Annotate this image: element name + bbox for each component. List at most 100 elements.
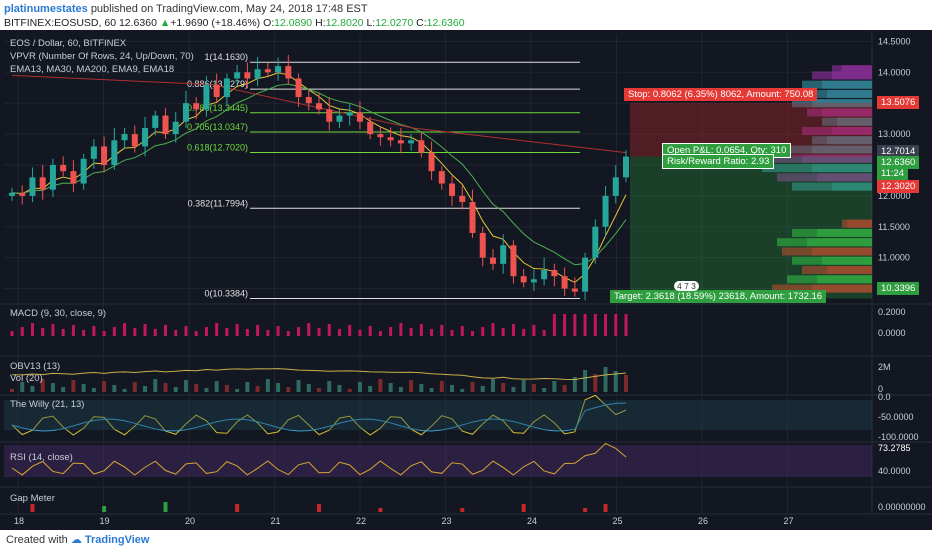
macd-bar bbox=[266, 330, 270, 336]
fib-label: 0.886(13.7279) bbox=[187, 79, 248, 89]
macd-bar bbox=[92, 326, 96, 336]
candle bbox=[80, 158, 87, 184]
badge-ma: 12.7014 bbox=[877, 145, 920, 158]
macd-bar bbox=[143, 324, 147, 336]
macd-bar bbox=[430, 329, 434, 336]
rsi-line bbox=[11, 442, 627, 476]
volume-bar bbox=[265, 379, 270, 392]
gap-bar bbox=[603, 504, 608, 512]
symbol: BITFINEX:EOSUSD, 60 bbox=[4, 17, 117, 29]
willy-line bbox=[11, 394, 627, 436]
volume-profile-bar-inner bbox=[812, 145, 872, 154]
candle bbox=[9, 192, 15, 196]
macd-bar bbox=[614, 314, 618, 336]
axes: 14.500014.000013.500013.000012.500012.00… bbox=[14, 36, 926, 526]
badge-stop: 13.5076 bbox=[877, 96, 920, 109]
legend-vpvr: VPVR (Number Of Rows, 24, Up/Down, 70) bbox=[10, 51, 194, 62]
candle bbox=[623, 156, 629, 178]
macd-bar bbox=[583, 314, 587, 336]
author-link[interactable]: platinumestates bbox=[4, 3, 88, 15]
x-tick-label: 20 bbox=[185, 516, 195, 526]
volume-bar bbox=[409, 380, 414, 392]
candle bbox=[551, 270, 558, 277]
volume-bar bbox=[245, 382, 250, 392]
chart-area[interactable]: 1(14.1630) 0.886(13.7279) 0.786(13.3445) 0.… bbox=[0, 30, 932, 530]
gap-bar bbox=[521, 504, 526, 512]
volume-bar bbox=[470, 382, 475, 392]
volume-bar bbox=[235, 389, 240, 392]
chart-svg[interactable]: 1(14.1630) 0.886(13.7279) 0.786(13.3445) 0.… bbox=[0, 30, 932, 530]
macd-bar bbox=[563, 314, 567, 336]
x-tick-label: 21 bbox=[271, 516, 281, 526]
published-text: published on TradingView.com, May 24, 20… bbox=[90, 3, 368, 15]
candle bbox=[70, 171, 77, 184]
candle bbox=[397, 140, 404, 144]
volume-bar bbox=[50, 383, 55, 392]
candle bbox=[234, 72, 241, 79]
macd-bar bbox=[389, 327, 393, 336]
macd-bar bbox=[542, 330, 546, 336]
macd-bar bbox=[378, 331, 382, 336]
volume-profile-bar-inner bbox=[812, 284, 872, 293]
volume-bar bbox=[81, 384, 86, 392]
rsi-band bbox=[4, 445, 872, 477]
gap-bar bbox=[460, 508, 465, 512]
fib-label: 0.618(12.7020) bbox=[187, 143, 248, 153]
volume-bar bbox=[368, 386, 373, 392]
volume-bar bbox=[501, 383, 506, 392]
badge-target: 10.3396 bbox=[877, 282, 920, 295]
candle bbox=[571, 288, 578, 292]
last-price: 12.6360 bbox=[118, 17, 157, 29]
macd-bar bbox=[532, 325, 536, 336]
volume-bar bbox=[624, 375, 628, 392]
gap-bar bbox=[583, 508, 588, 512]
volume-profile-bar-inner bbox=[842, 65, 872, 74]
header: platinumestates published on TradingView… bbox=[0, 0, 932, 30]
macd-bar bbox=[82, 330, 86, 336]
target-label: Target: 2.3618 (18.59%) 23618, Amount: 1… bbox=[610, 290, 827, 303]
volume-profile-bar-inner bbox=[832, 127, 872, 136]
macd-bar bbox=[204, 327, 208, 336]
volume-bar bbox=[153, 379, 158, 392]
volume-bar bbox=[91, 388, 96, 392]
willy-band bbox=[4, 400, 872, 430]
candle bbox=[182, 103, 189, 122]
volume-bar bbox=[40, 379, 45, 392]
macd-bar bbox=[471, 331, 474, 336]
gap-bar bbox=[317, 504, 321, 512]
rsi-tick: 40.0000 bbox=[878, 466, 911, 476]
badge-time: 11:24 bbox=[877, 167, 909, 180]
volume-bar bbox=[306, 384, 311, 392]
candle bbox=[162, 115, 169, 135]
gap-bar bbox=[163, 502, 168, 512]
macd-bar bbox=[327, 324, 331, 336]
macd-bar bbox=[604, 314, 608, 336]
volume-bar bbox=[183, 380, 188, 392]
macd-bar bbox=[61, 329, 65, 336]
trade-marker[interactable]: 4 7 3 bbox=[674, 281, 699, 291]
candle bbox=[172, 121, 179, 135]
obv-label: OBV13 (13) bbox=[10, 361, 61, 372]
volume-profile-bar-inner bbox=[807, 238, 872, 247]
willy-label: The Willy (21, 13) bbox=[10, 399, 85, 410]
candle bbox=[223, 78, 230, 98]
macd-bar bbox=[501, 328, 505, 336]
y-tick-label: 11.5000 bbox=[878, 222, 910, 232]
candle bbox=[285, 66, 292, 79]
y-tick-label: 13.0000 bbox=[878, 129, 911, 139]
volume-bar bbox=[378, 379, 383, 392]
macd-bar bbox=[123, 323, 127, 336]
created-with: Created with bbox=[6, 534, 68, 546]
tradingview-link[interactable]: TradingView bbox=[84, 534, 150, 546]
macd-bar bbox=[245, 329, 249, 336]
candle bbox=[254, 69, 261, 79]
candle bbox=[377, 134, 384, 138]
candle bbox=[295, 78, 302, 98]
fib-label: 0.705(13.0347) bbox=[187, 122, 248, 132]
y-tick-label: 12.0000 bbox=[878, 191, 911, 201]
volume-bar bbox=[521, 380, 526, 392]
volume-profile-bar-inner bbox=[812, 99, 872, 108]
gap-bar bbox=[102, 506, 107, 512]
macd-bar bbox=[522, 329, 526, 336]
candle bbox=[387, 137, 394, 141]
